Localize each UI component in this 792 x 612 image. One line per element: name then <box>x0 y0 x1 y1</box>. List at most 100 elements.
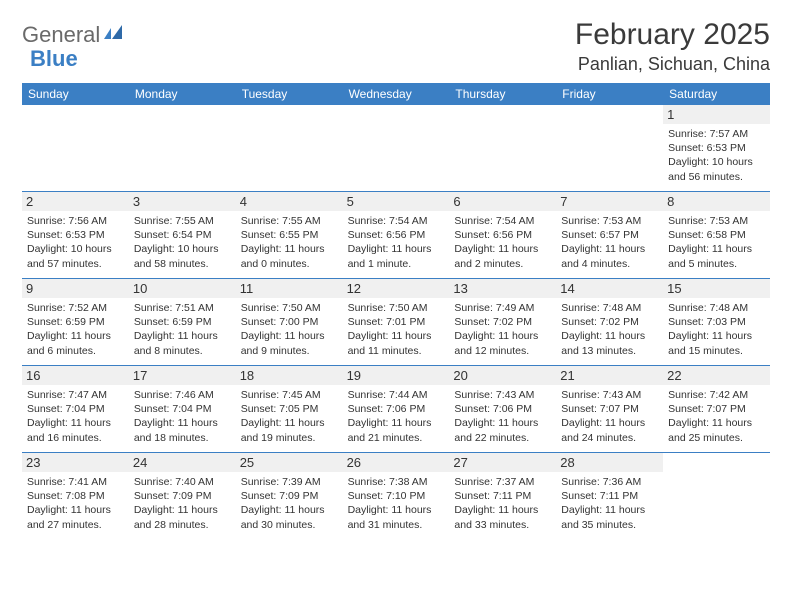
calendar: SundayMondayTuesdayWednesdayThursdayFrid… <box>22 83 770 539</box>
brand-row2: Blue <box>30 48 78 71</box>
day-number: 20 <box>449 366 556 385</box>
dow-tuesday: Tuesday <box>236 83 343 105</box>
day-info: Sunrise: 7:52 AMSunset: 6:59 PMDaylight:… <box>27 301 124 358</box>
day-cell: 28Sunrise: 7:36 AMSunset: 7:11 PMDayligh… <box>556 453 663 539</box>
day-cell: 14Sunrise: 7:48 AMSunset: 7:02 PMDayligh… <box>556 279 663 365</box>
day-info: Sunrise: 7:50 AMSunset: 7:00 PMDaylight:… <box>241 301 338 358</box>
daylight-text: Daylight: 11 hours and 33 minutes. <box>454 503 551 531</box>
day-number: 22 <box>663 366 770 385</box>
sunset-text: Sunset: 7:08 PM <box>27 489 124 503</box>
day-info: Sunrise: 7:40 AMSunset: 7:09 PMDaylight:… <box>134 475 231 532</box>
sunrise-text: Sunrise: 7:40 AM <box>134 475 231 489</box>
day-cell: 4Sunrise: 7:55 AMSunset: 6:55 PMDaylight… <box>236 192 343 278</box>
sunset-text: Sunset: 6:59 PM <box>27 315 124 329</box>
daylight-text: Daylight: 10 hours and 58 minutes. <box>134 242 231 270</box>
dow-sunday: Sunday <box>22 83 129 105</box>
day-info: Sunrise: 7:41 AMSunset: 7:08 PMDaylight:… <box>27 475 124 532</box>
daylight-text: Daylight: 11 hours and 6 minutes. <box>27 329 124 357</box>
weeks-container: 1Sunrise: 7:57 AMSunset: 6:53 PMDaylight… <box>22 105 770 539</box>
day-number: 14 <box>556 279 663 298</box>
sunrise-text: Sunrise: 7:53 AM <box>668 214 765 228</box>
sunrise-text: Sunrise: 7:53 AM <box>561 214 658 228</box>
sunset-text: Sunset: 6:54 PM <box>134 228 231 242</box>
daylight-text: Daylight: 11 hours and 15 minutes. <box>668 329 765 357</box>
day-info: Sunrise: 7:46 AMSunset: 7:04 PMDaylight:… <box>134 388 231 445</box>
daylight-text: Daylight: 11 hours and 21 minutes. <box>348 416 445 444</box>
sunrise-text: Sunrise: 7:46 AM <box>134 388 231 402</box>
week-row: 16 Sunrise: 7:47 AMSunset: 7:04 PMDayligh… <box>22 365 770 452</box>
daylight-text: Daylight: 11 hours and 13 minutes. <box>561 329 658 357</box>
day-cell: 7Sunrise: 7:53 AMSunset: 6:57 PMDaylight… <box>556 192 663 278</box>
sunset-text: Sunset: 7:07 PM <box>561 402 658 416</box>
sunset-text: Sunset: 7:05 PM <box>241 402 338 416</box>
day-number: 5 <box>343 192 450 211</box>
sunrise-text: Sunrise: 7:50 AM <box>348 301 445 315</box>
sunrise-text: Sunrise: 7:56 AM <box>27 214 124 228</box>
month-title: February 2025 <box>575 18 770 52</box>
day-cell: 9Sunrise: 7:52 AMSunset: 6:59 PMDaylight… <box>22 279 129 365</box>
day-info: Sunrise: 7:38 AMSunset: 7:10 PMDaylight:… <box>348 475 445 532</box>
day-cell: 16 Sunrise: 7:47 AMSunset: 7:04 PMDayligh… <box>22 366 129 452</box>
day-cell: 5 Sunrise: 7:54 AMSunset: 6:56 PMDaylight… <box>343 192 450 278</box>
sunset-text: Sunset: 7:09 PM <box>134 489 231 503</box>
day-info: Sunrise: 7:45 AMSunset: 7:05 PMDaylight:… <box>241 388 338 445</box>
day-info: Sunrise: 7:49 AMSunset: 7:02 PMDaylight:… <box>454 301 551 358</box>
day-info: Sunrise: 7:57 AMSunset: 6:53 PMDaylight:… <box>668 127 765 184</box>
sunrise-text: Sunrise: 7:52 AM <box>27 301 124 315</box>
empty-cell <box>343 105 450 191</box>
day-info: Sunrise: 7:48 AMSunset: 7:03 PMDaylight:… <box>668 301 765 358</box>
daylight-text: Daylight: 10 hours and 57 minutes. <box>27 242 124 270</box>
sunset-text: Sunset: 7:06 PM <box>348 402 445 416</box>
empty-cell <box>22 105 129 191</box>
daylight-text: Daylight: 11 hours and 1 minute. <box>348 242 445 270</box>
day-number: 13 <box>449 279 556 298</box>
day-cell: 10Sunrise: 7:51 AMSunset: 6:59 PMDayligh… <box>129 279 236 365</box>
day-info: Sunrise: 7:47 AMSunset: 7:04 PMDaylight:… <box>27 388 124 445</box>
day-number: 12 <box>343 279 450 298</box>
flag-icon <box>104 25 126 46</box>
day-cell: 17Sunrise: 7:46 AMSunset: 7:04 PMDayligh… <box>129 366 236 452</box>
daylight-text: Daylight: 11 hours and 25 minutes. <box>668 416 765 444</box>
daylight-text: Daylight: 11 hours and 28 minutes. <box>134 503 231 531</box>
day-cell: 15Sunrise: 7:48 AMSunset: 7:03 PMDayligh… <box>663 279 770 365</box>
sunset-text: Sunset: 7:06 PM <box>454 402 551 416</box>
day-info: Sunrise: 7:53 AMSunset: 6:57 PMDaylight:… <box>561 214 658 271</box>
day-info: Sunrise: 7:55 AMSunset: 6:55 PMDaylight:… <box>241 214 338 271</box>
day-cell: 2Sunrise: 7:56 AMSunset: 6:53 PMDaylight… <box>22 192 129 278</box>
brand-logo: General <box>22 18 128 46</box>
sunset-text: Sunset: 7:09 PM <box>241 489 338 503</box>
day-number: 26 <box>343 453 450 472</box>
sunset-text: Sunset: 6:57 PM <box>561 228 658 242</box>
day-number: 24 <box>129 453 236 472</box>
daylight-text: Daylight: 11 hours and 0 minutes. <box>241 242 338 270</box>
day-number: 16 <box>22 366 129 385</box>
day-info: Sunrise: 7:54 AMSunset: 6:56 PMDaylight:… <box>348 214 445 271</box>
sunset-text: Sunset: 7:04 PM <box>27 402 124 416</box>
day-cell: 20Sunrise: 7:43 AMSunset: 7:06 PMDayligh… <box>449 366 556 452</box>
day-info: Sunrise: 7:56 AMSunset: 6:53 PMDaylight:… <box>27 214 124 271</box>
week-row: 23Sunrise: 7:41 AMSunset: 7:08 PMDayligh… <box>22 452 770 539</box>
sunset-text: Sunset: 7:02 PM <box>454 315 551 329</box>
day-cell: 12 Sunrise: 7:50 AMSunset: 7:01 PMDayligh… <box>343 279 450 365</box>
day-cell: 27Sunrise: 7:37 AMSunset: 7:11 PMDayligh… <box>449 453 556 539</box>
day-info: Sunrise: 7:50 AMSunset: 7:01 PMDaylight:… <box>348 301 445 358</box>
brand-name-1: General <box>22 24 100 46</box>
sunset-text: Sunset: 7:11 PM <box>561 489 658 503</box>
sunrise-text: Sunrise: 7:57 AM <box>668 127 765 141</box>
day-cell: 6Sunrise: 7:54 AMSunset: 6:56 PMDaylight… <box>449 192 556 278</box>
sunset-text: Sunset: 7:11 PM <box>454 489 551 503</box>
header: General February 2025 Panlian, Sichuan, … <box>22 18 770 75</box>
day-info: Sunrise: 7:37 AMSunset: 7:11 PMDaylight:… <box>454 475 551 532</box>
sunrise-text: Sunrise: 7:55 AM <box>134 214 231 228</box>
day-number: 11 <box>236 279 343 298</box>
empty-cell <box>556 105 663 191</box>
day-cell: 8Sunrise: 7:53 AMSunset: 6:58 PMDaylight… <box>663 192 770 278</box>
daylight-text: Daylight: 11 hours and 9 minutes. <box>241 329 338 357</box>
daylight-text: Daylight: 11 hours and 8 minutes. <box>134 329 231 357</box>
dow-header: SundayMondayTuesdayWednesdayThursdayFrid… <box>22 83 770 105</box>
daylight-text: Daylight: 11 hours and 31 minutes. <box>348 503 445 531</box>
sunset-text: Sunset: 6:56 PM <box>454 228 551 242</box>
daylight-text: Daylight: 11 hours and 12 minutes. <box>454 329 551 357</box>
sunrise-text: Sunrise: 7:41 AM <box>27 475 124 489</box>
day-info: Sunrise: 7:39 AMSunset: 7:09 PMDaylight:… <box>241 475 338 532</box>
